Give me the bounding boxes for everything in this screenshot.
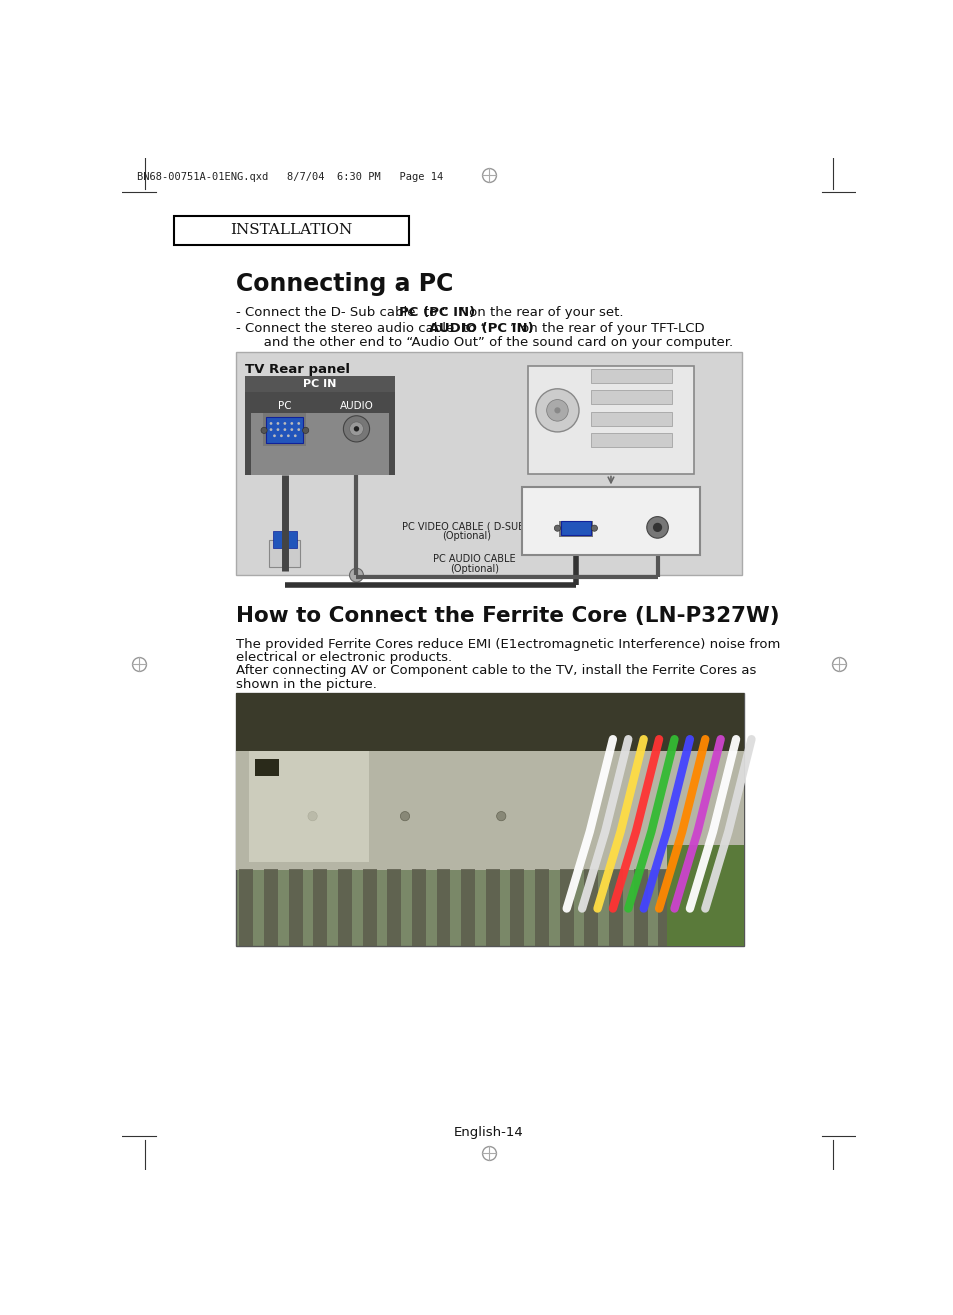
Bar [633,868,647,945]
Bar [337,868,352,945]
Circle shape [536,389,578,431]
Bar [235,693,743,945]
Bar [249,751,369,863]
Circle shape [646,517,668,538]
Text: PC VIDEO CABLE ( D-SUB ): PC VIDEO CABLE ( D-SUB ) [401,521,531,531]
Circle shape [349,422,363,435]
Circle shape [297,422,300,425]
Bar [528,366,693,473]
Bar [682,868,696,945]
Circle shape [652,523,661,533]
Bar [362,868,376,945]
Circle shape [283,422,286,425]
Circle shape [294,434,296,437]
Text: The provided Ferrite Cores reduce EMI (E1ectromagnetic Interference) noise from: The provided Ferrite Cores reduce EMI (E… [235,638,780,651]
Bar [289,868,302,945]
Bar [584,868,598,945]
Bar [269,539,300,568]
Text: PC: PC [277,401,292,412]
Bar [591,391,672,404]
Bar [658,868,672,945]
Bar [273,531,297,548]
Circle shape [290,422,293,425]
Text: ” on the rear of your TFT-LCD: ” on the rear of your TFT-LCD [509,322,703,335]
Circle shape [276,422,279,425]
Circle shape [283,429,286,431]
Bar [251,413,389,475]
Bar [535,868,548,945]
Circle shape [261,427,267,434]
Bar [235,751,743,871]
Circle shape [297,429,300,431]
Circle shape [400,811,409,821]
Bar [264,868,277,945]
Bar [666,846,743,945]
Bar [245,376,395,392]
Text: AUDIO (PC IN): AUDIO (PC IN) [429,322,534,335]
Bar [266,417,303,443]
Circle shape [270,429,273,431]
Text: TV Rear panel: TV Rear panel [245,363,350,376]
Bar [521,488,700,555]
Circle shape [290,429,293,431]
Text: BN68-00751A-01ENG.qxd   8/7/04  6:30 PM   Page 14: BN68-00751A-01ENG.qxd 8/7/04 6:30 PM Pag… [137,172,443,181]
Bar [608,868,622,945]
Text: shown in the picture.: shown in the picture. [235,677,376,690]
Bar [173,216,409,245]
Circle shape [270,422,273,425]
Text: How to Connect the Ferrite Core (LN-P327W): How to Connect the Ferrite Core (LN-P327… [235,606,779,626]
Bar [263,413,306,446]
Text: English-14: English-14 [454,1127,523,1140]
Circle shape [273,434,275,437]
Bar [235,693,743,751]
Text: - Connect the D- Sub cable  to “: - Connect the D- Sub cable to “ [235,305,448,318]
Circle shape [280,434,282,437]
Circle shape [349,568,363,583]
Bar [254,759,279,776]
Text: (Optional): (Optional) [449,564,498,573]
Bar [591,434,672,447]
Bar [558,521,592,537]
Text: (Optional): (Optional) [441,531,491,542]
Text: electrical or electronic products.: electrical or electronic products. [235,651,452,664]
Circle shape [287,434,290,437]
Bar [313,868,327,945]
Text: PC (PC IN): PC (PC IN) [398,305,475,318]
Text: ” on the rear of your set.: ” on the rear of your set. [457,305,622,318]
Bar [707,868,720,945]
Text: - Connect the stereo audio cable  to “: - Connect the stereo audio cable to “ [235,322,486,335]
Circle shape [354,426,358,431]
Text: Connecting a PC: Connecting a PC [235,272,453,296]
Circle shape [554,525,560,531]
Text: INSTALLATION: INSTALLATION [230,224,353,237]
Circle shape [276,429,279,431]
Bar [559,868,573,945]
Bar [560,521,591,535]
Text: After connecting AV or Component cable to the TV, install the Ferrite Cores as: After connecting AV or Component cable t… [235,664,755,677]
Circle shape [591,525,597,531]
Circle shape [497,811,505,821]
Bar [245,376,395,475]
Bar [412,868,425,945]
Circle shape [554,408,560,413]
Circle shape [343,416,369,442]
Bar [436,868,450,945]
Bar [387,868,400,945]
Text: PC AUDIO CABLE: PC AUDIO CABLE [433,554,515,564]
Circle shape [308,811,317,821]
Circle shape [302,427,309,434]
Text: PC IN: PC IN [303,379,336,389]
Bar [485,868,499,945]
Bar [510,868,524,945]
Bar [235,352,741,575]
Bar [239,868,253,945]
Bar [591,412,672,426]
Bar [460,868,475,945]
Bar [591,368,672,383]
FancyArrowPatch shape [608,476,613,483]
Circle shape [546,400,568,421]
Text: and the other end to “Audio Out” of the sound card on your computer.: and the other end to “Audio Out” of the … [251,337,732,350]
Text: AUDIO: AUDIO [339,401,373,412]
